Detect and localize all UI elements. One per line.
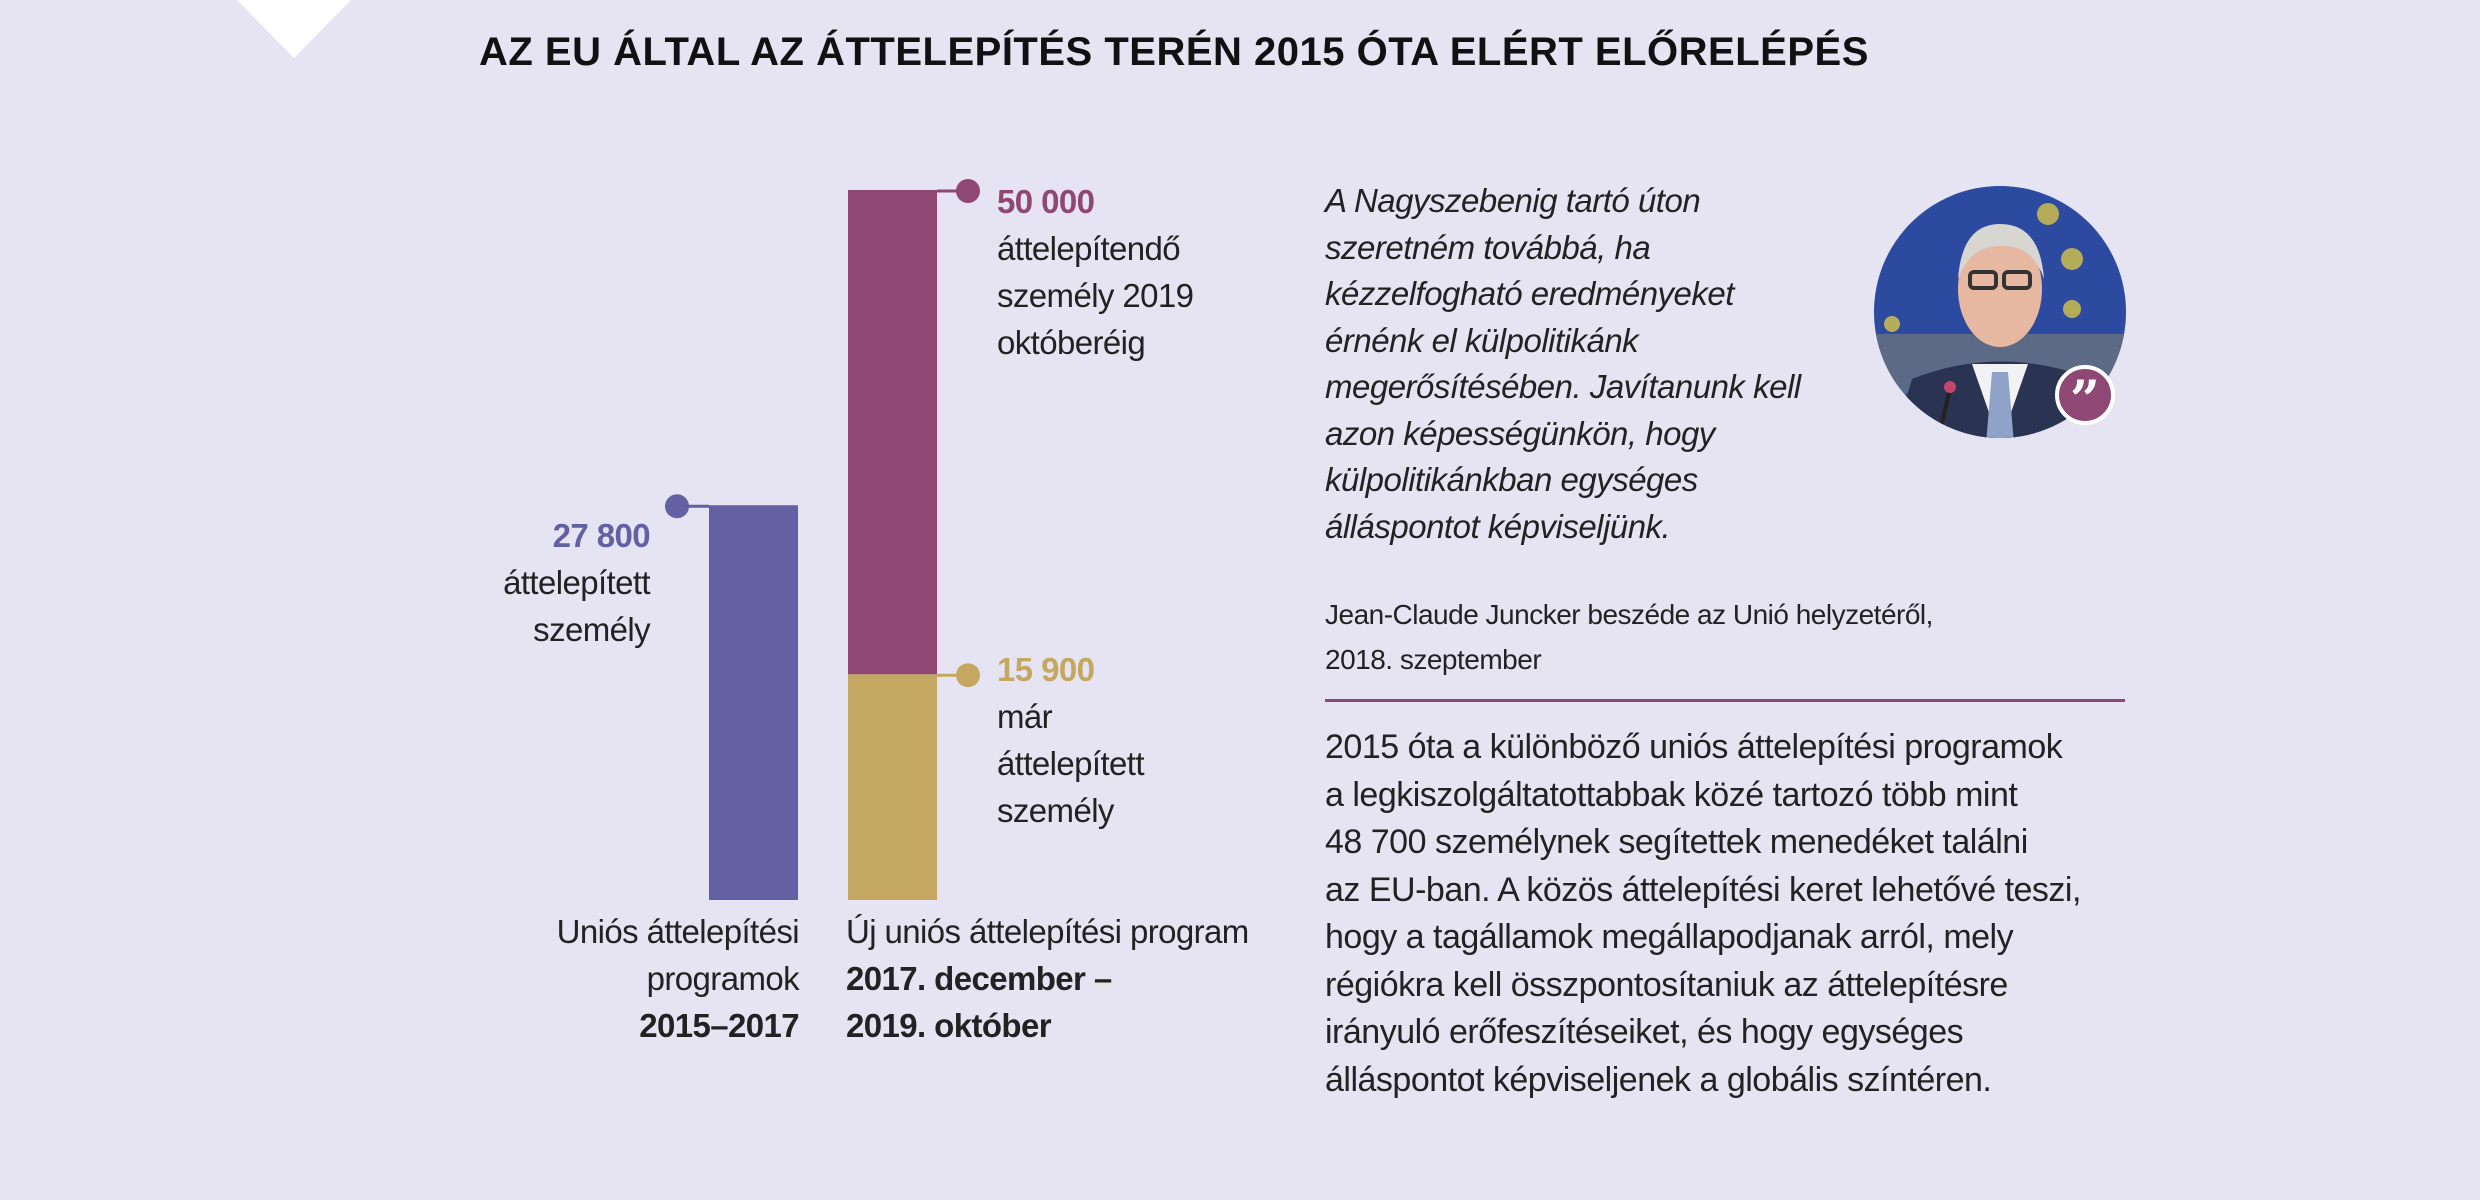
paragraph-line: álláspontot képviseljenek a globális szí… [1325, 1060, 1992, 1099]
divider [1325, 699, 2125, 702]
paragraph-line: régiókra kell összpontosítaniuk az áttel… [1325, 965, 2008, 1004]
bar-segment [848, 674, 937, 900]
paragraph-line: 2015 óta a különböző uniós áttelepítési … [1325, 728, 2063, 766]
quote-attribution: Jean-Claude Juncker beszéde az Unió hely… [1325, 592, 1933, 682]
leader-dot [665, 494, 689, 519]
bar2-top-text: személy 2019 [997, 277, 1194, 314]
attribution-line: Jean-Claude Juncker beszéde az Unió hely… [1325, 599, 1933, 630]
bar2-top-label: 50 000 áttelepítendő személy 2019 októbe… [997, 178, 1194, 366]
bar1-value: 27 800 [552, 517, 651, 554]
attribution-line: 2018. szeptember [1325, 644, 1542, 675]
bar2-top-text: októberéig [997, 324, 1146, 361]
bar2-bottom-text: már [997, 698, 1053, 735]
category-text: Uniós áttelepítési [556, 913, 800, 950]
category-label-1: Uniós áttelepítési programok 2015–2017 [556, 908, 800, 1049]
bar2-bottom-label: 15 900 már áttelepített személy [997, 646, 1145, 834]
paragraph-line: az EU-ban. A közös áttelepítési keret le… [1325, 870, 2081, 909]
quote-line: érnénk el külpolitikánk [1325, 321, 1639, 359]
svg-text:”: ” [2070, 370, 2100, 431]
bar1-label: 27 800 áttelepített személy [503, 512, 651, 653]
quote-line: kézzelfogható eredményeket [1325, 275, 1734, 312]
quote-line: megerősítésében. Javítanunk kell [1325, 368, 1801, 405]
bar2-top-text: áttelepítendő [997, 230, 1181, 267]
category-period: 2015–2017 [639, 1007, 799, 1044]
quote-text: A Nagyszebenig tartó úton szeretném tová… [1325, 178, 1885, 550]
category-period: 2019. október [846, 1007, 1052, 1044]
paragraph-line: irányuló erőfeszítéseiket, és hogy egysé… [1325, 1013, 1964, 1051]
page-title: AZ EU ÁLTAL AZ ÁTTELEPÍTÉS TERÉN 2015 ÓT… [479, 30, 1869, 74]
leader-dot [956, 663, 980, 688]
bar2-bottom-value: 15 900 [997, 651, 1095, 688]
paragraph-line: a legkiszolgáltatottabbak közé tartozó t… [1325, 775, 2018, 814]
category-text: programok [646, 960, 800, 997]
bar1-text: személy [533, 611, 650, 648]
quote-line: A Nagyszebenig tartó úton [1325, 182, 1701, 219]
bar1-text: áttelepített [503, 564, 651, 601]
bar2-bottom-text: áttelepített [997, 745, 1145, 782]
bar2-top-value: 50 000 [997, 183, 1095, 220]
bar2-bottom-text: személy [997, 792, 1114, 829]
bar-segment [709, 505, 798, 900]
corner-triangle [237, 0, 351, 58]
body-paragraph: 2015 óta a különböző uniós áttelepítési … [1325, 724, 2145, 1104]
paragraph-line: hogy a tagállamok megállapodjanak arról,… [1325, 918, 2014, 956]
quote-line: külpolitikánkban egységes [1325, 461, 1698, 498]
category-period: 2017. december – [846, 960, 1112, 997]
category-text: Új uniós áttelepítési program [846, 913, 1249, 950]
quote-line: azon képességünkön, hogy [1325, 414, 1715, 452]
category-label-2: Új uniós áttelepítési program 2017. dece… [846, 908, 1249, 1049]
quote-mark-icon: ” [2055, 365, 2115, 431]
quote-line: szeretném továbbá, ha [1325, 228, 1651, 266]
quote-line: álláspontot képviseljünk. [1325, 507, 1671, 545]
speaker-photo: ” [1874, 186, 2126, 438]
bar-segment [848, 190, 937, 675]
paragraph-line: 48 700 személynek segítettek menedéket t… [1325, 823, 2028, 861]
leader-dot [956, 179, 980, 203]
